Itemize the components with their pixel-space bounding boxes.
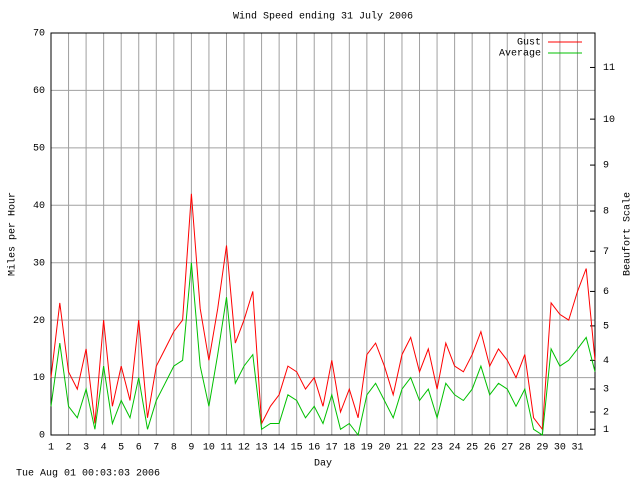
- x-tick-label: 20: [378, 443, 390, 454]
- y2-tick-label: 5: [603, 322, 609, 333]
- y-tick-label: 40: [33, 201, 45, 212]
- y-tick-label: 0: [39, 431, 45, 442]
- x-tick-label: 1: [48, 443, 54, 454]
- y2-tick-label: 8: [603, 207, 609, 218]
- x-tick-label: 16: [308, 443, 320, 454]
- y-tick-label: 60: [33, 86, 45, 97]
- y2-tick-label: 4: [603, 356, 609, 367]
- y-tick-label: 50: [33, 143, 45, 154]
- y2-tick-label: 7: [603, 247, 609, 258]
- x-tick-label: 19: [361, 443, 373, 454]
- y2-tick-label: 3: [603, 385, 609, 396]
- x-tick-label: 7: [153, 443, 159, 454]
- x-tick-label: 10: [203, 443, 215, 454]
- x-tick-label: 3: [83, 443, 89, 454]
- y2-tick-label: 1: [603, 425, 609, 436]
- x-tick-label: 23: [431, 443, 443, 454]
- y2-axis-label: Beaufort Scale: [622, 192, 634, 276]
- x-tick-label: 31: [571, 443, 583, 454]
- x-tick-label: 17: [326, 443, 338, 454]
- x-tick-label: 6: [136, 443, 142, 454]
- x-tick-label: 29: [536, 443, 548, 454]
- x-tick-label: 30: [554, 443, 566, 454]
- y-tick-label: 70: [33, 29, 45, 40]
- x-tick-label: 13: [256, 443, 268, 454]
- x-tick-label: 14: [273, 443, 285, 454]
- line-series: [50, 193, 596, 431]
- x-tick-label: 12: [238, 443, 250, 454]
- y-axis-label: Miles per Hour: [7, 192, 19, 276]
- x-tick-label: 28: [519, 443, 531, 454]
- x-tick-label: 8: [171, 443, 177, 454]
- line-series: [50, 262, 596, 437]
- x-tick-label: 21: [396, 443, 408, 454]
- legend-label: Average: [499, 49, 541, 60]
- plot-frame: [50, 32, 596, 436]
- x-tick-label: 25: [466, 443, 478, 454]
- x-tick-label: 18: [343, 443, 355, 454]
- y2-tick-label: 11: [603, 63, 615, 74]
- x-tick-label: 26: [484, 443, 496, 454]
- y2-tick-label: 9: [603, 161, 609, 172]
- x-tick-label: 11: [220, 443, 232, 454]
- y2-tick-label: 6: [603, 287, 609, 298]
- x-tick-label: 5: [118, 443, 124, 454]
- y2-tick-label: 2: [603, 408, 609, 419]
- x-tick-label: 24: [449, 443, 461, 454]
- x-tick-label: 27: [501, 443, 513, 454]
- chart-title: Wind Speed ending 31 July 2006: [233, 11, 413, 23]
- x-axis-label: Day: [314, 459, 332, 470]
- x-tick-label: 2: [66, 443, 72, 454]
- y-tick-label: 20: [33, 316, 45, 327]
- x-tick-label: 4: [101, 443, 107, 454]
- y-tick-label: 30: [33, 258, 45, 269]
- legend-label: Gust: [517, 38, 541, 49]
- y2-tick-label: 10: [603, 115, 615, 126]
- x-tick-label: 22: [414, 443, 426, 454]
- footer: Tue Aug 01 00:03:03 2006: [16, 469, 160, 480]
- x-tick-label: 9: [188, 443, 194, 454]
- y-tick-label: 10: [33, 373, 45, 384]
- x-tick-label: 15: [291, 443, 303, 454]
